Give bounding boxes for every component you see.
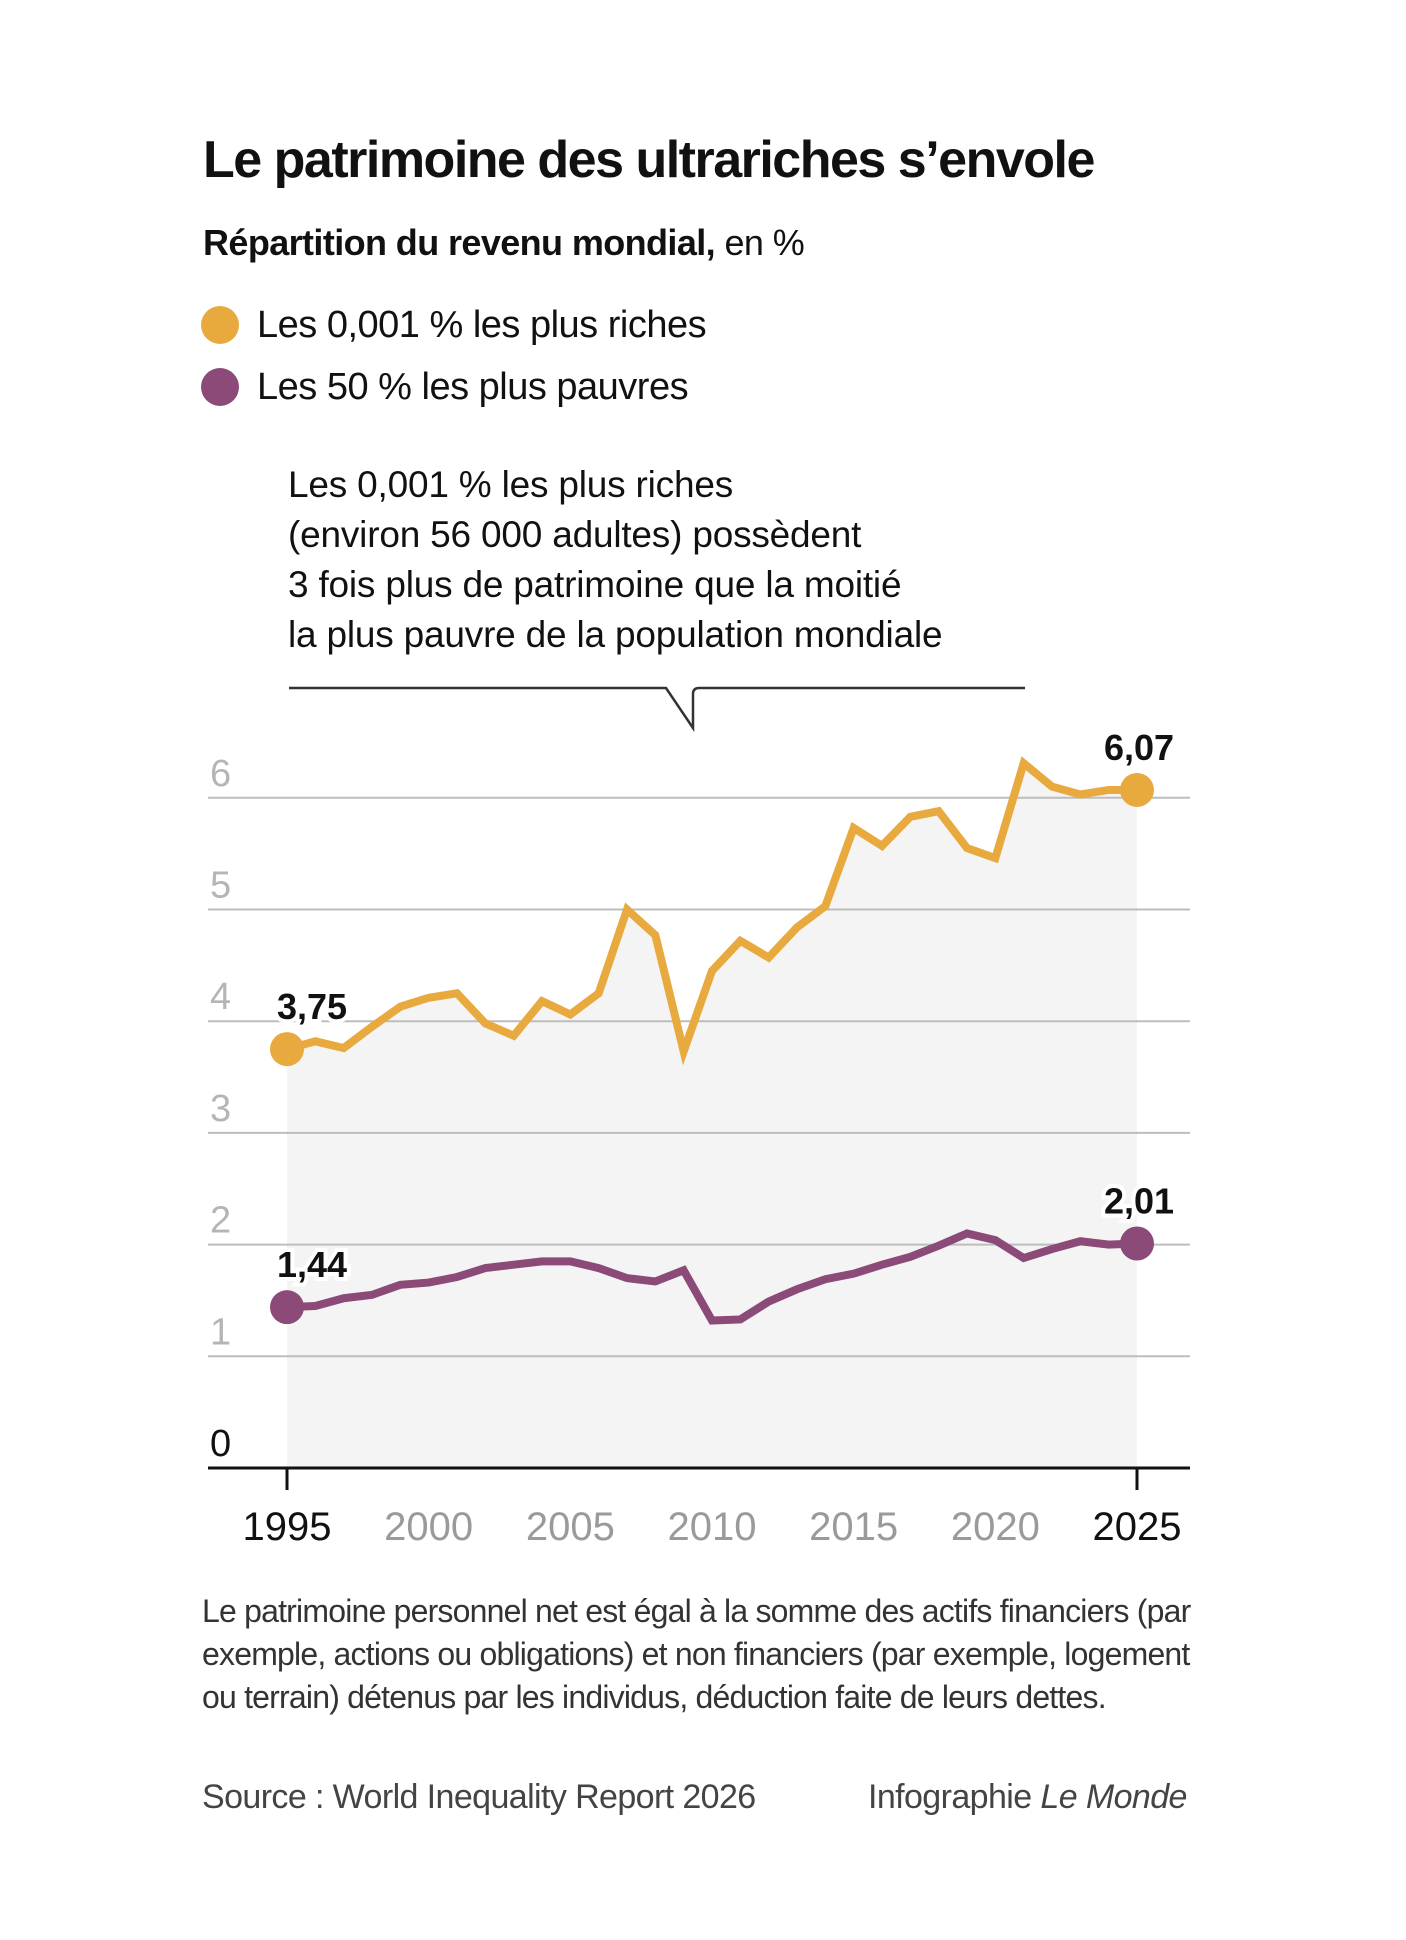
y-tick-label: 1 [210,1311,231,1353]
annotation-line: la plus pauvre de la population mondiale [288,614,943,655]
start-point-marker [270,1290,304,1325]
credit-brand: Le Monde [1040,1778,1187,1816]
y-tick-label: 6 [210,753,231,795]
x-tick-label: 2005 [526,1505,615,1549]
legend-item-poorest: Les 50 % les plus pauvres [201,356,706,418]
x-tick-label: 2010 [668,1505,757,1549]
start-point-marker [270,1032,304,1067]
x-tick-label: 2015 [809,1505,898,1549]
start-value-label: 1,44 [277,1244,347,1285]
end-value-label: 6,07 [1104,727,1174,768]
annotation-line: Les 0,001 % les plus riches [288,464,734,505]
end-point-marker [1120,772,1154,807]
y-tick-label: 2 [210,1200,231,1242]
shaded-area [287,763,1137,1468]
x-tick-label: 2000 [384,1505,473,1549]
annotation-line: 3 fois plus de patrimoine que la moitié [288,564,902,605]
series-line-0 [283,756,1141,1066]
credit-prefix: Infographie [868,1778,1041,1816]
x-tick-label: 2020 [951,1505,1040,1549]
legend-dot-icon [201,368,239,406]
end-point-marker [1120,1226,1154,1261]
subtitle-bold: Répartition du revenu mondial, [203,222,716,263]
series-line-1 [283,1229,1141,1325]
subtitle-unit: en % [715,222,805,263]
y-tick-label: 4 [210,976,231,1018]
source-note: Source : World Inequality Report 2026 [202,1778,756,1816]
annotation-bracket [289,686,1025,733]
annotation-line: (environ 56 000 adultes) possèdent [288,514,862,555]
end-value-label: 2,01 [1104,1180,1174,1221]
y-tick-label: 0 [210,1423,231,1465]
credit: Infographie Le Monde [868,1778,1187,1817]
y-tick-label: 5 [210,865,231,907]
chart-title: Le patrimoine des ultrariches s’envole [203,131,1095,189]
footnote: Le patrimoine personnel net est égal à l… [202,1593,1191,1715]
legend-label: Les 0,001 % les plus riches [257,303,707,346]
legend-dot-icon [201,306,239,344]
annotation-text: Les 0,001 % les plus riches (environ 56 … [288,460,943,660]
x-tick-label: 2025 [1093,1505,1182,1549]
legend-item-richest: Les 0,001 % les plus riches [201,294,707,356]
legend: Les 0,001 % les plus riches Les 50 % les… [201,294,707,418]
y-tick-label: 3 [210,1088,231,1130]
legend-label: Les 50 % les plus pauvres [257,365,689,408]
chart-subtitle: Répartition du revenu mondial, en % [203,222,805,264]
start-value-label: 3,75 [277,986,347,1027]
x-tick-label: 1995 [243,1505,332,1549]
